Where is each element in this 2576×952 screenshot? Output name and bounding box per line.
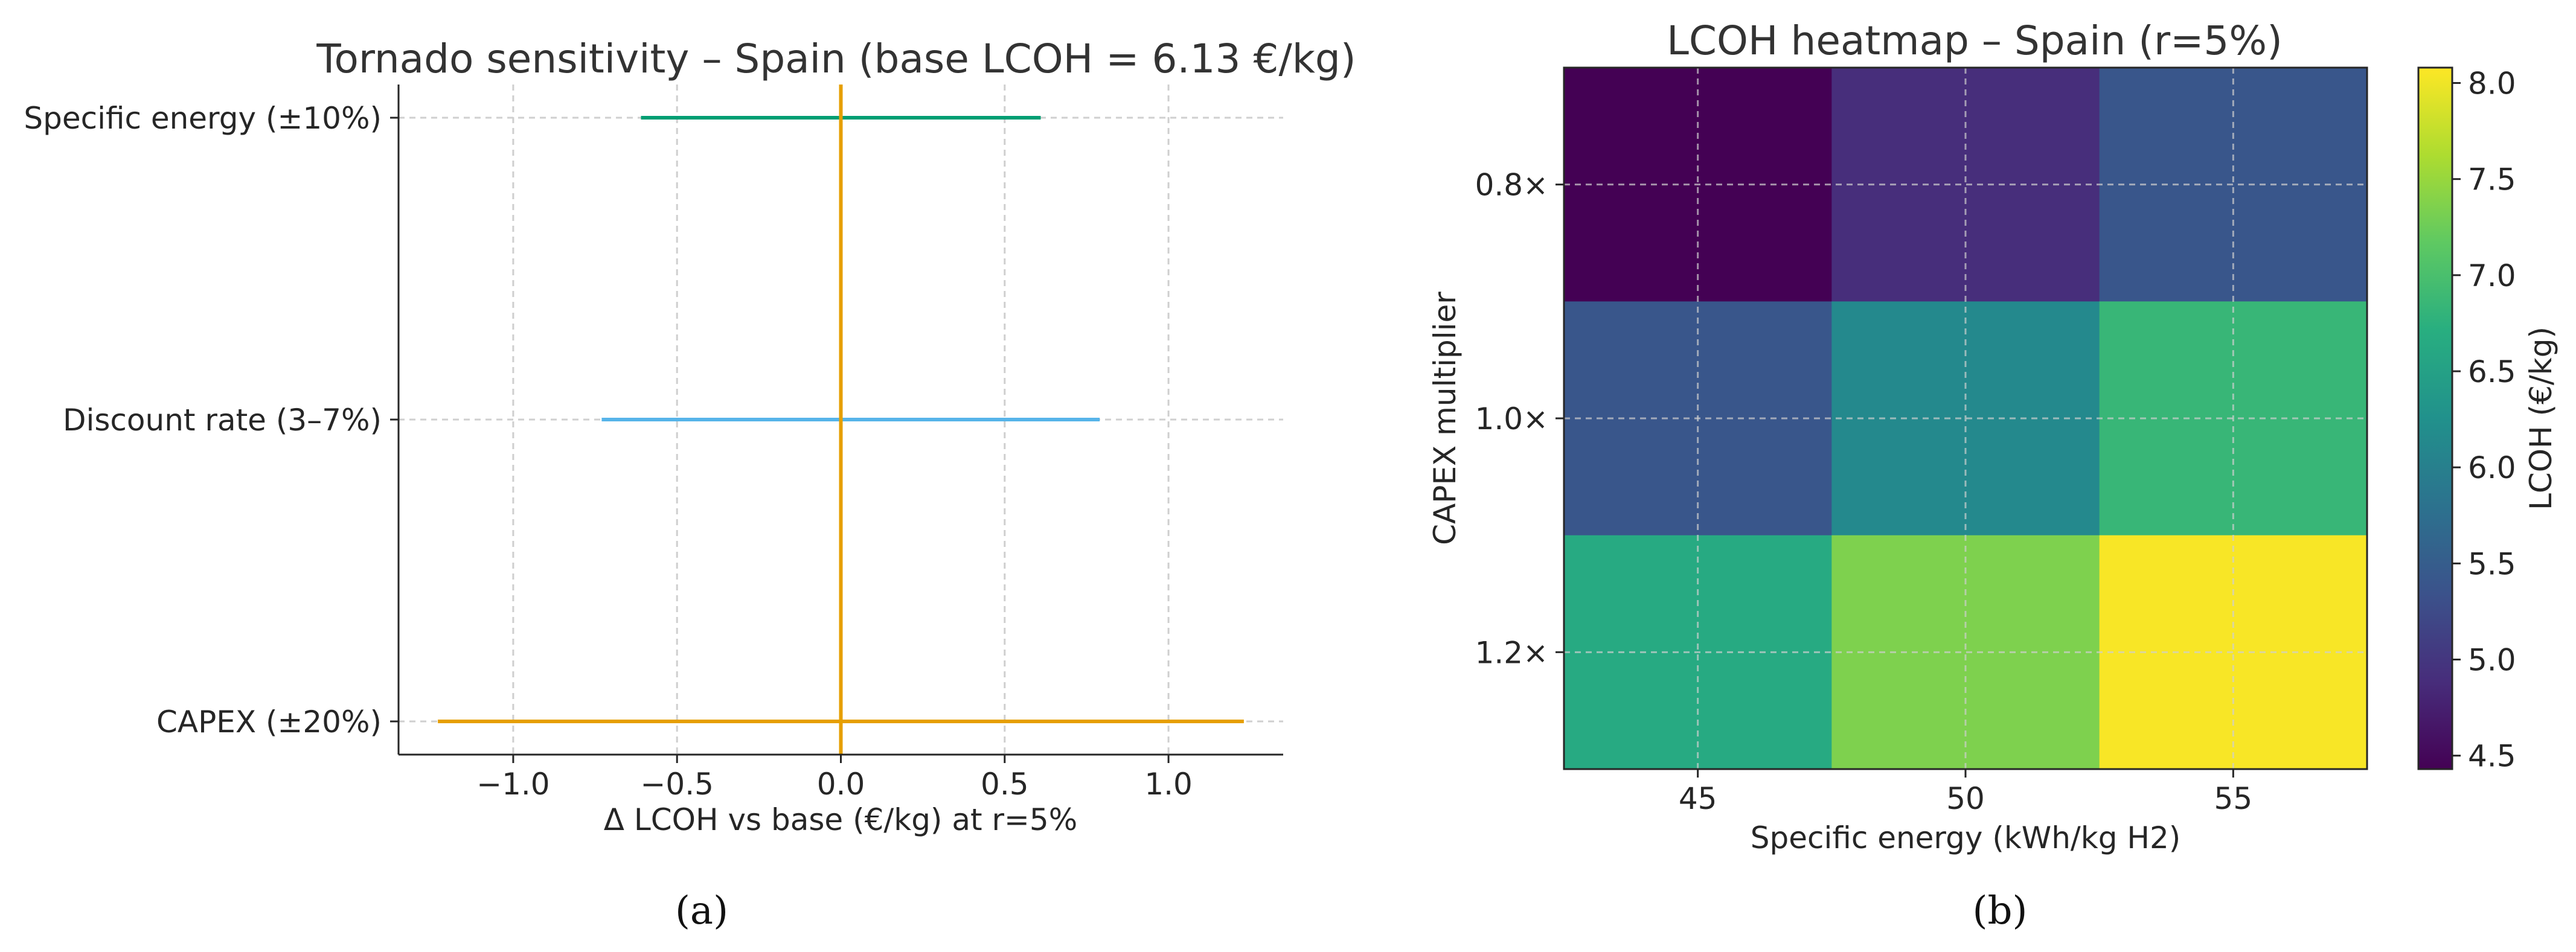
heatmap-x-ticks: 45 50 55 — [1679, 769, 2252, 816]
tornado-chart: Tornado sensitivity – Spain (base LCOH =… — [24, 36, 1356, 933]
colorbar-tick-label: 7.0 — [2468, 258, 2516, 293]
heatmap-chart: LCOH heatmap – Spain (r=5%) 45 50 55 0.8× 1… — [1427, 18, 2558, 933]
tornado-chart-title: Tornado sensitivity – Spain (base LCOH =… — [316, 36, 1356, 82]
colorbar-ticks: 4.5 5.0 5.5 6.0 6.5 7.0 7.5 8.0 — [2452, 66, 2516, 774]
tornado-x-tick-label: 1.0 — [1144, 767, 1193, 802]
tornado-x-tick-label: 0.5 — [981, 767, 1029, 802]
heatmap-x-tick-label: 50 — [1946, 781, 1985, 816]
heatmap-y-tick-label: 1.0× — [1475, 401, 1548, 436]
heatmap-grid — [1564, 68, 2367, 769]
colorbar-tick-label: 5.0 — [2468, 643, 2516, 678]
heatmap-y-axis-label: CAPEX multiplier — [1427, 292, 1463, 545]
heatmap-chart-title: LCOH heatmap – Spain (r=5%) — [1667, 18, 2283, 64]
colorbar — [2418, 68, 2452, 769]
colorbar-label: LCOH (€/kg) — [2523, 327, 2558, 510]
heatmap-y-ticks: 0.8× 1.0× 1.2× — [1475, 168, 1564, 670]
tornado-y-tick-label: CAPEX (±20%) — [156, 704, 382, 740]
heatmap-y-tick-label: 0.8× — [1475, 168, 1548, 203]
tornado-y-tick-label: Specific energy (±10%) — [24, 101, 382, 136]
colorbar-frame — [2417, 66, 2453, 770]
panel-label-b: (b) — [1973, 889, 2028, 933]
heatmap-x-tick-label: 45 — [1679, 781, 1717, 816]
colorbar-tick-label: 6.5 — [2468, 354, 2516, 389]
panel-label-a: (a) — [675, 889, 728, 933]
tornado-x-tick-label: −1.0 — [476, 767, 549, 802]
colorbar-tick-label: 8.0 — [2468, 66, 2516, 101]
tornado-bars — [438, 85, 1244, 755]
heatmap-y-tick-label: 1.2× — [1475, 635, 1548, 670]
tornado-y-ticks: Specific energy (±10%) Discount rate (3–7… — [24, 101, 399, 740]
tornado-x-ticks: −1.0 −0.5 0.0 0.5 1.0 — [476, 755, 1193, 802]
heatmap-x-axis-label: Specific energy (kWh/kg H2) — [1751, 820, 2181, 855]
colorbar-tick-label: 5.5 — [2468, 546, 2516, 581]
colorbar-tick-label: 7.5 — [2468, 162, 2516, 197]
heatmap-x-tick-label: 55 — [2214, 781, 2253, 816]
colorbar-tick-label: 4.5 — [2468, 739, 2516, 774]
colorbar-tick-label: 6.0 — [2468, 450, 2516, 485]
tornado-y-tick-label: Discount rate (3–7%) — [63, 403, 382, 438]
tornado-x-axis-label: Δ LCOH vs base (€/kg) at r=5% — [604, 802, 1078, 837]
tornado-x-tick-label: 0.0 — [817, 767, 865, 802]
tornado-x-tick-label: −0.5 — [640, 767, 713, 802]
